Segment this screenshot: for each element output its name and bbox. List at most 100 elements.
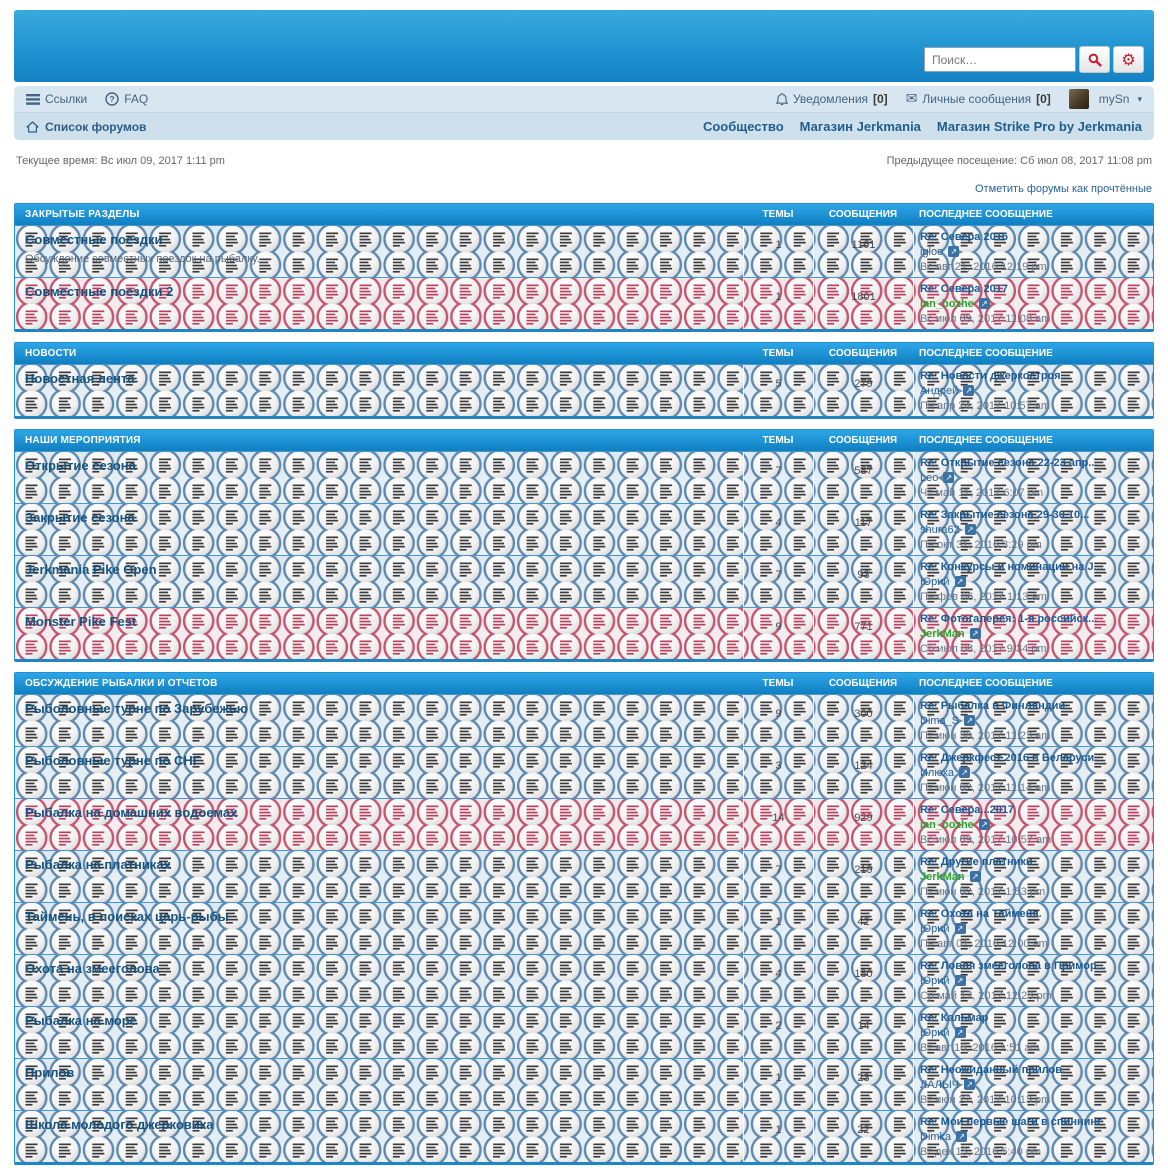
search-button[interactable] [1079, 46, 1110, 73]
lastpost-title-link[interactable]: Re: Севера...2017 [920, 804, 1015, 816]
lastpost-author-link[interactable]: igloo [920, 246, 944, 258]
posts-count: 22 [813, 1111, 913, 1162]
lastpost-title-link[interactable]: Re: Кальмар [920, 1012, 989, 1024]
lastpost-title-link[interactable]: Re: Другие платники [920, 856, 1033, 868]
lastpost-title-link[interactable]: Re: Севера 2017 [920, 283, 1008, 295]
forum-row[interactable]: Таймень, в поисках царь-рыбы 1 42 Re: Охота… [15, 902, 1153, 954]
forum-row[interactable]: Рыбалка на платниках 7 219 Re: Другие платн… [15, 850, 1153, 902]
forum-link[interactable]: Monster Pike Fest [25, 614, 137, 629]
forum-link[interactable]: Совместные поездки [25, 232, 163, 247]
forum-link[interactable]: Рыбалка на море [25, 1013, 137, 1028]
lastpost-title-link[interactable]: Re: Новости джеркостроя... [920, 370, 1070, 382]
jump-to-post-icon[interactable]: ↗ [954, 576, 966, 587]
lastpost-title-link[interactable]: Re: Конкурсы и номинации на J... [920, 561, 1103, 573]
lastpost-author-link[interactable]: Юрий [920, 923, 950, 935]
forum-link[interactable]: Рыболовные турне по СНГ [25, 753, 201, 768]
private-messages-link[interactable]: ✉ Личные сообщения [0] [905, 91, 1051, 107]
forum-row[interactable]: Рыбалка на море 2 14 Re: Кальмар Юрий ↗ Вт авг… [15, 1006, 1153, 1058]
forum-row[interactable]: Совместные поездки 2 1 1801 Re: Севера 2017… [15, 277, 1153, 329]
forum-link[interactable]: Закрытие сезона [25, 510, 135, 525]
lastpost-author-link[interactable]: ian_bozhe [920, 298, 974, 310]
jump-to-post-icon[interactable]: ↗ [969, 871, 981, 882]
forum-link[interactable]: Совместные поездки 2 [25, 284, 174, 299]
lastpost-title-link[interactable]: Re: Закрытие сезона 29-30.10... [920, 509, 1090, 521]
jump-to-post-icon[interactable]: ↗ [964, 1079, 976, 1090]
jump-to-post-icon[interactable]: ↗ [943, 472, 955, 483]
notifications-link[interactable]: Уведомления [0] [775, 92, 888, 106]
jump-to-post-icon[interactable]: ↗ [969, 628, 981, 639]
lastpost-title-link[interactable]: Re: Неожиданный прилов. [920, 1064, 1066, 1076]
lastpost-author-link[interactable]: ЛАЛЫЧ [920, 1079, 960, 1091]
lastpost-author-link[interactable]: JerkMan [920, 628, 965, 640]
forum-link[interactable]: Прилов [25, 1065, 75, 1080]
jump-to-post-icon[interactable]: ↗ [956, 1131, 968, 1142]
search-input[interactable] [924, 47, 1076, 72]
forum-row[interactable]: Закрытие сезона 4 117 Re: Закрытие сезона 2… [15, 503, 1153, 555]
lastpost-author-link[interactable]: shura62 [920, 524, 960, 536]
forum-link[interactable]: Рыбалка на платниках [25, 857, 171, 872]
user-menu[interactable]: mySn ▾ [1068, 89, 1142, 109]
lastpost-title-link[interactable]: Re: Рыбалка в Финляндии. [920, 700, 1069, 712]
link-shop-jerkmania[interactable]: Магазин Jerkmania [799, 119, 921, 134]
forum-link[interactable]: Новостная лента [25, 371, 135, 386]
lastpost-author-link[interactable]: Илюха [920, 767, 954, 779]
forum-row[interactable]: Совместные поездки Обсуждение совместных … [15, 225, 1153, 277]
jump-to-post-icon[interactable]: ↗ [954, 975, 966, 986]
jump-to-post-icon[interactable]: ↗ [954, 1027, 966, 1038]
search-settings-button[interactable]: ⚙ [1113, 46, 1144, 73]
forum-row[interactable]: Открытие сезона 7 587 Re: Открытие сезона 2… [15, 451, 1153, 503]
forum-link[interactable]: Открытие сезона [25, 458, 136, 473]
jump-to-post-icon[interactable]: ↗ [948, 246, 960, 257]
forum-link[interactable]: Школа молодого джерковика [25, 1117, 214, 1132]
link-shop-strikepro[interactable]: Магазин Strike Pro by Jerkmania [936, 119, 1142, 134]
forum-row[interactable]: Jerkmania Pike Open 7 93 Re: Конкурсы и ном… [15, 555, 1153, 607]
lastpost-title-link[interactable]: Re: Открытие сезона 22-23 апр... [920, 457, 1098, 469]
forum-row[interactable]: Monster Pike Fest 9 771 Re: Фотогалерея: 1-… [15, 607, 1153, 659]
lastpost-author-link[interactable]: ian_bozhe [920, 819, 974, 831]
forum-row[interactable]: Рыбалка на домашних водоемах 14 929 Re: Сев… [15, 798, 1153, 850]
lastpost-author-link[interactable]: Dima_S [920, 715, 960, 727]
lastpost-author-line: igloo ↗ [920, 245, 1149, 260]
forum-link[interactable]: Рыболовные турне по Зарубежью [25, 701, 248, 716]
lastpost-author-link[interactable]: JerkMan [920, 871, 965, 883]
forum-link[interactable]: Таймень, в поисках царь-рыбы [25, 909, 229, 924]
breadcrumb-home[interactable]: Список форумов [26, 120, 146, 134]
links-menu[interactable]: Ссылки [26, 92, 87, 106]
toolbar: Ссылки ? FAQ Уведомления [0] ✉ Л [14, 86, 1154, 113]
jump-to-post-icon[interactable]: ↗ [964, 715, 976, 726]
forum-row[interactable]: Рыболовные турне по Зарубежью 9 300 Re: Рыб… [15, 694, 1153, 746]
jump-to-post-icon[interactable]: ↗ [958, 767, 970, 778]
lastpost-author-link[interactable]: Юрий [920, 1027, 950, 1039]
faq-link[interactable]: ? FAQ [105, 92, 148, 106]
lastpost-author-link[interactable]: Андрей [920, 385, 959, 397]
forum-link[interactable]: Jerkmania Pike Open [25, 562, 157, 577]
forum-row[interactable]: Прилов 1 23 Re: Неожиданный прилов. ЛАЛЫЧ ↗ Вт… [15, 1058, 1153, 1110]
lastpost-title-link[interactable]: Re: Охота на Тайменя. [920, 908, 1042, 920]
lastpost-title-link[interactable]: Re: Джеркфест 2016 в Беларуси. [920, 752, 1098, 764]
category-panel: НОВОСТИ ТЕМЫ СООБЩЕНИЯ ПОСЛЕДНЕЕ СООБЩЕНИЕ Н… [14, 342, 1154, 419]
forum-name-cell: Monster Pike Fest [15, 608, 743, 659]
forum-link[interactable]: Охота на змееголова [25, 961, 160, 976]
jump-to-post-icon[interactable]: ↗ [954, 923, 966, 934]
mark-forums-read-link[interactable]: Отметить форумы как прочтённые [974, 183, 1152, 195]
jump-to-post-icon[interactable]: ↗ [964, 524, 976, 535]
lastpost-title-link[interactable]: Re: Фотогалерея: 1-я российск... [920, 613, 1098, 625]
lastpost-author-link[interactable]: Leo [920, 472, 939, 484]
forum-row[interactable]: Школа молодого джерковика 1 22 Re: Мои перв… [15, 1110, 1153, 1162]
lastpost-author-link[interactable]: Юрий [920, 576, 950, 588]
forum-row[interactable]: Охота на змееголова 4 180 Re: Ловля змеегол… [15, 954, 1153, 1006]
lastpost-title-link[interactable]: Re: Севера 2016 [920, 231, 1008, 243]
forum-row[interactable]: Рыболовные турне по СНГ 3 124 Re: Джеркфест… [15, 746, 1153, 798]
jump-to-post-icon[interactable]: ↗ [978, 819, 990, 830]
lastpost-author-link[interactable]: Dimka [920, 1131, 952, 1143]
jump-to-post-icon[interactable]: ↗ [963, 385, 975, 396]
lastpost-cell: Re: Фотогалерея: 1-я российск... JerkMan ↗… [913, 608, 1153, 659]
jump-to-post-icon[interactable]: ↗ [978, 298, 990, 309]
lastpost-title-link[interactable]: Re: Ловля змееголова в Примор... [920, 960, 1106, 972]
forum-link[interactable]: Рыбалка на домашних водоемах [25, 805, 238, 820]
link-community[interactable]: Сообщество [702, 119, 784, 134]
column-label-posts: СООБЩЕНИЯ [828, 348, 898, 359]
lastpost-author-link[interactable]: Юрий [920, 975, 950, 987]
forum-row[interactable]: Новостная лента 5 279 Re: Новости джеркостр… [15, 364, 1153, 416]
lastpost-title-link[interactable]: Re: Мои первые шаги в спиннинг [920, 1116, 1102, 1128]
